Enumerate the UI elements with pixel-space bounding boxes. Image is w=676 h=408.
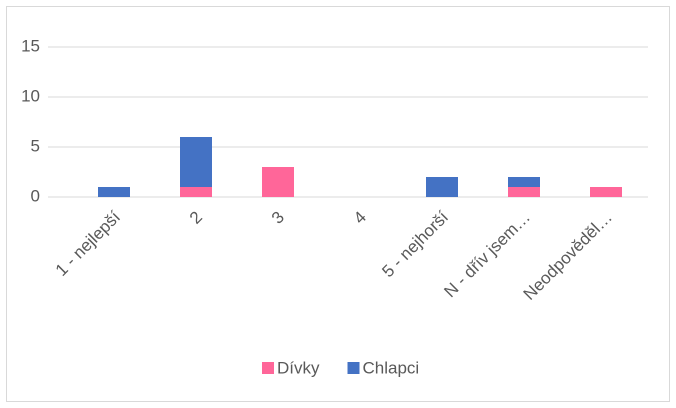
legend-swatch [347,362,360,374]
legend-label: Chlapci [363,358,420,377]
bar-segment [180,187,212,197]
bar-segment [426,177,458,197]
bar-segment [180,137,212,187]
bar-segment [508,187,540,197]
y-tick-label: 0 [31,186,40,205]
legend-label: Dívky [277,358,320,377]
bar-segment [590,187,622,197]
bar-segment [508,177,540,187]
y-tick-label: 10 [21,86,40,105]
legend-swatch [262,362,274,374]
bar-segment [98,187,130,197]
chart-border [6,6,670,402]
y-tick-label: 5 [31,136,40,155]
y-tick-label: 15 [21,36,40,55]
bar-segment [262,167,294,197]
